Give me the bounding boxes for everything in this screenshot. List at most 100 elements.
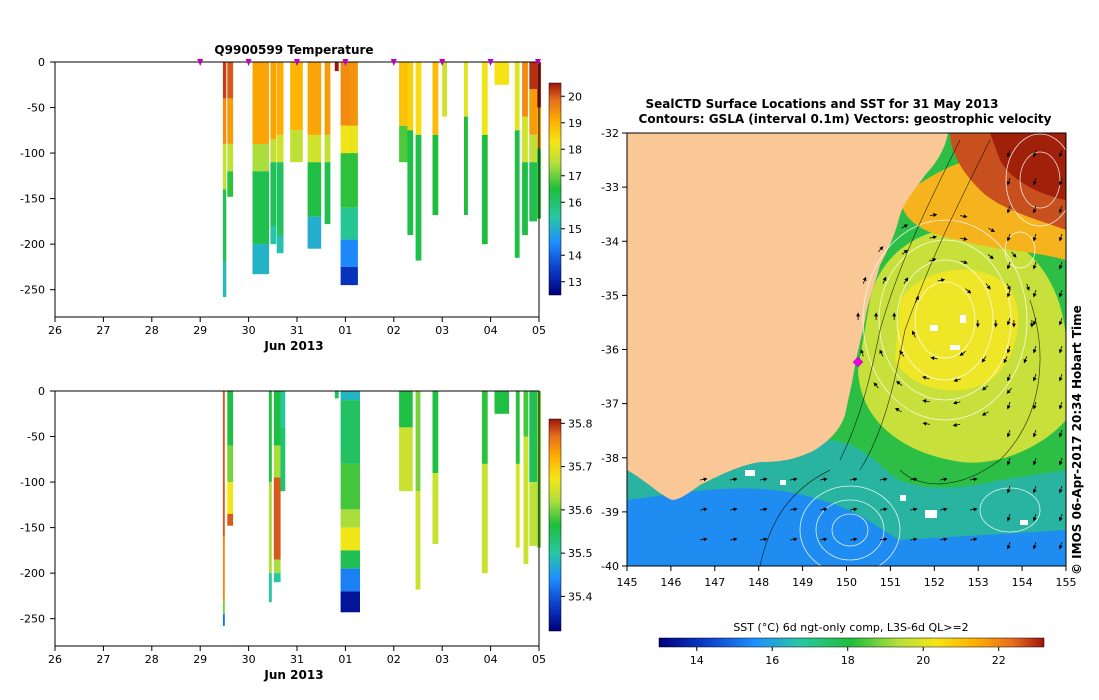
profile-segment — [340, 591, 360, 613]
y-tick-label: -100 — [20, 147, 45, 160]
velocity-vector — [1032, 261, 1037, 270]
gsla-contours-dark — [759, 139, 1041, 566]
y-tick-label: -250 — [20, 284, 45, 297]
profile-segment — [222, 144, 227, 190]
surfacing-marker — [487, 59, 494, 66]
profile-segment — [529, 391, 537, 483]
land-australia — [627, 133, 948, 500]
profile-segment — [464, 62, 468, 117]
map-image — [627, 133, 1066, 566]
velocity-vector — [960, 214, 968, 219]
profile-segment — [227, 445, 234, 482]
x-tick-label: 30 — [242, 324, 256, 337]
sst-colorbar-tick-label: 18 — [841, 654, 855, 667]
map-x-tick-label: 155 — [1056, 576, 1077, 589]
velocity-vector — [922, 375, 930, 380]
velocity-vector — [699, 477, 708, 482]
profile-segment — [252, 144, 269, 172]
velocity-vector — [878, 246, 884, 253]
velocity-vector — [1006, 149, 1011, 158]
velocity-vector — [912, 330, 916, 338]
profile-segment — [252, 171, 269, 245]
profile-segment — [350, 239, 358, 267]
map-y-tick-label: -34 — [601, 235, 619, 248]
velocity-vector — [1058, 317, 1063, 326]
profile-segment — [350, 153, 358, 208]
surfacing-marker — [342, 59, 349, 66]
profile-segment — [515, 463, 520, 548]
salinity-xlabel: Jun 2013 — [263, 668, 323, 682]
x-tick-label: 05 — [532, 324, 546, 337]
profile-segment — [280, 391, 286, 428]
x-tick-label: 26 — [48, 324, 62, 337]
profile-segment — [290, 130, 303, 163]
profile-segment — [481, 134, 488, 245]
profile-segment — [222, 262, 227, 297]
velocity-vector — [1032, 149, 1037, 158]
profile-segment — [268, 573, 272, 603]
velocity-vector — [939, 507, 948, 512]
velocity-vector — [929, 235, 938, 240]
profile-segment — [340, 509, 360, 528]
velocity-vector — [969, 537, 978, 542]
profile-segment — [227, 98, 234, 144]
gsla-contours — [799, 133, 1066, 566]
velocity-vector — [1032, 233, 1037, 242]
temperature-axes: 0 -50 -100 -150 -200 -250 26 27 28 29 30 31 01 02 03 04… — [20, 56, 546, 337]
velocity-vector — [1058, 541, 1063, 550]
profile-segment — [522, 162, 528, 236]
velocity-vector — [759, 507, 768, 512]
velocity-vector — [1006, 401, 1011, 410]
x-tick-label: 03 — [435, 324, 449, 337]
sst-warm-core — [895, 269, 1019, 391]
salinity-colorbar — [548, 418, 562, 632]
x-tick-label: 29 — [193, 653, 207, 666]
velocity-vector — [789, 477, 798, 482]
surfacing-marker — [197, 59, 204, 66]
velocity-vector — [981, 356, 987, 363]
profile-segment — [324, 62, 331, 135]
velocity-vector — [899, 350, 905, 357]
profile-segment — [252, 62, 269, 144]
temperature-title: Q9900599 Temperature — [214, 43, 373, 57]
velocity-vector — [953, 378, 961, 382]
profile-segment — [494, 391, 509, 414]
map-x-tick-label: 145 — [617, 576, 638, 589]
profile-segment — [350, 62, 358, 126]
profile-segment — [307, 162, 322, 217]
velocity-vector — [1006, 283, 1011, 291]
velocity-vector — [1032, 205, 1037, 214]
sst-colorbar-ticks: 14 16 18 20 22 — [690, 647, 1006, 667]
profile-segment — [273, 559, 281, 574]
velocity-vector — [1032, 317, 1037, 326]
profile-segment — [222, 536, 225, 601]
profile-segment — [290, 62, 303, 131]
velocity-vector — [915, 295, 919, 303]
velocity-vector — [901, 249, 908, 255]
profile-segment — [227, 171, 234, 197]
profile-segment — [432, 391, 439, 473]
colorbar-tick-label: 35.6 — [568, 504, 593, 517]
x-tick-label: 02 — [387, 324, 401, 337]
sst-colorbar — [658, 637, 1045, 648]
y-tick-label: -200 — [20, 567, 45, 580]
profile-segment — [270, 62, 277, 140]
velocity-vector — [952, 423, 961, 427]
velocity-vector — [1006, 513, 1011, 522]
x-tick-label: 03 — [435, 653, 449, 666]
velocity-vector — [882, 276, 887, 284]
velocity-vector — [987, 253, 994, 260]
velocity-vector — [909, 477, 918, 482]
velocity-vector — [1032, 485, 1037, 494]
profile-segment — [399, 62, 409, 126]
velocity-vector — [729, 537, 738, 542]
velocity-vector — [1058, 233, 1063, 242]
x-tick-label: 30 — [242, 653, 256, 666]
map-y-tick-label: -40 — [601, 560, 619, 573]
sst-hot-corner — [990, 133, 1066, 200]
profile-segment — [481, 62, 488, 135]
colorbar-tick-label: 35.7 — [568, 461, 593, 474]
profile-segment — [399, 391, 413, 428]
profile-segment — [227, 482, 234, 514]
velocity-vector — [894, 408, 902, 413]
